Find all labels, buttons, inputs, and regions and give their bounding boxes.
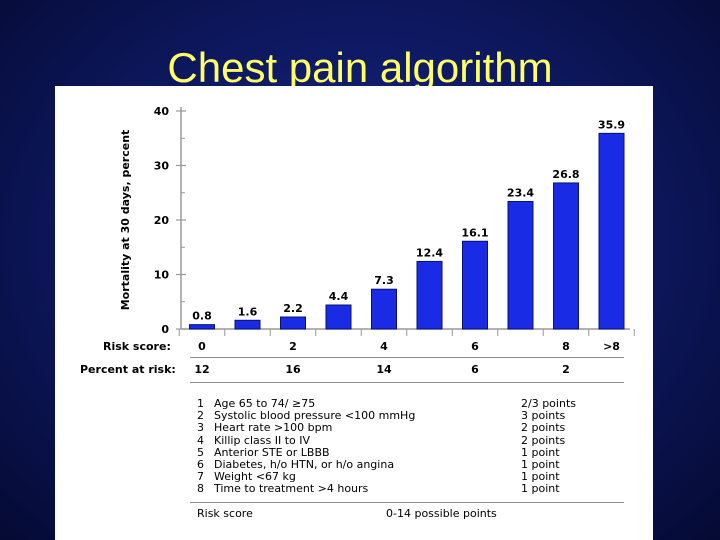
- criteria-points: 2 points: [521, 433, 566, 447]
- criteria-points: 1 point: [521, 445, 560, 459]
- criteria-points: 2/3 points: [521, 397, 576, 410]
- criteria-text: Age 65 to 74/ ≥75: [214, 397, 316, 410]
- criteria-text: Killip class II to IV: [214, 433, 311, 447]
- slide-title: Chest pain algorithm: [167, 44, 553, 91]
- criteria-number: 7: [197, 470, 204, 484]
- y-tick-label: 0: [161, 323, 169, 336]
- percent-at-risk-row-label: Percent at risk:: [80, 363, 176, 376]
- criteria-text: Weight <67 kg: [214, 470, 296, 484]
- chart-panel: 0 10 20 30 40 Mortality at 30 days, percent 0.…: [55, 86, 653, 540]
- risk-score-value: >8: [603, 340, 620, 353]
- data-label: 26.8: [552, 168, 579, 181]
- percent-at-risk-value: 2: [562, 363, 570, 376]
- criteria-number: 4: [197, 433, 204, 447]
- bar-6: [462, 240, 488, 330]
- risk-score-value: 6: [471, 340, 479, 353]
- criteria-number: 5: [197, 445, 204, 459]
- percent-at-risk-value: 6: [471, 363, 479, 376]
- percent-at-risk-value: 16: [285, 363, 301, 376]
- data-label: 35.9: [598, 118, 625, 131]
- data-label: 0.8: [192, 310, 212, 323]
- criteria-number: 8: [197, 482, 204, 496]
- criteria-row: 1 Age 65 to 74/ ≥75 2/3 points: [197, 397, 576, 410]
- criteria-number: 6: [197, 457, 204, 471]
- criteria-row: 5 Anterior STE or LBBB 1 point: [197, 445, 560, 459]
- criteria-points: 1 point: [521, 482, 560, 496]
- criteria-text: Heart rate >100 bpm: [214, 421, 333, 435]
- criteria-points: 1 point: [521, 470, 560, 484]
- data-label: 1.6: [238, 305, 258, 318]
- criteria-points: 2 points: [521, 421, 566, 435]
- data-label: 23.4: [507, 186, 534, 199]
- y-tick-label: 10: [154, 269, 170, 282]
- risk-score-value: 0: [198, 340, 206, 353]
- criteria-points: 1 point: [521, 457, 560, 471]
- criteria-number: 3: [197, 421, 204, 435]
- separator-line: [190, 357, 624, 358]
- criteria-row: 6 Diabetes, h/o HTN, or h/o angina 1 point: [197, 457, 560, 471]
- separator-line: [190, 502, 624, 503]
- risk-score-value: 8: [562, 340, 570, 353]
- footer-risk-score-label: Risk score: [197, 507, 253, 520]
- bar-2: [280, 316, 306, 330]
- footer-possible-points: 0-14 possible points: [386, 507, 497, 520]
- data-label: 7.3: [374, 274, 394, 287]
- criteria-number: 2: [197, 409, 204, 423]
- risk-score-value: 2: [289, 340, 297, 353]
- bar-1: [234, 319, 261, 330]
- data-label: 2.2: [283, 302, 303, 315]
- criteria-row: 2 Systolic blood pressure <100 mmHg 3 poin…: [197, 409, 565, 423]
- risk-score-value: 4: [380, 340, 388, 353]
- criteria-row: 7 Weight <67 kg 1 point: [197, 470, 560, 484]
- data-label: 12.4: [416, 246, 443, 259]
- data-label: 16.1: [461, 226, 488, 239]
- y-tick-label: 30: [154, 160, 170, 173]
- criteria-text: Systolic blood pressure <100 mmHg: [214, 409, 416, 423]
- percent-at-risk-value: 14: [376, 363, 392, 376]
- data-label: 4.4: [329, 290, 349, 303]
- bar-0: [189, 324, 215, 330]
- risk-criteria-list: 1 Age 65 to 74/ ≥75 2/3 points 2 Systolic bl…: [197, 397, 576, 496]
- risk-score-row-label: Risk score:: [103, 340, 171, 353]
- y-tick-label: 40: [154, 105, 170, 118]
- percent-at-risk-value: 12: [194, 363, 210, 376]
- mortality-bar-chart: 0 10 20 30 40 Mortality at 30 days, percent 0.…: [119, 105, 635, 336]
- criteria-text: Time to treatment >4 hours: [214, 482, 369, 496]
- criteria-row: 4 Killip class II to IV 2 points: [197, 433, 565, 447]
- bar-4: [371, 288, 397, 330]
- criteria-text: Anterior STE or LBBB: [214, 445, 330, 459]
- bar-5: [416, 260, 443, 330]
- criteria-row: 8 Time to treatment >4 hours 1 point: [197, 482, 560, 496]
- separator-line: [190, 382, 624, 383]
- criteria-number: 1: [197, 397, 204, 410]
- y-tick-label: 20: [154, 214, 170, 227]
- bar-9: [598, 132, 625, 330]
- criteria-row: 3 Heart rate >100 bpm 2 points: [197, 421, 565, 435]
- bar-3: [325, 304, 352, 330]
- bar-7: [507, 200, 534, 330]
- criteria-text: Diabetes, h/o HTN, or h/o angina: [214, 457, 395, 471]
- bar-8: [553, 182, 579, 330]
- y-axis-label: Mortality at 30 days, percent: [119, 130, 132, 311]
- criteria-points: 3 points: [521, 409, 566, 423]
